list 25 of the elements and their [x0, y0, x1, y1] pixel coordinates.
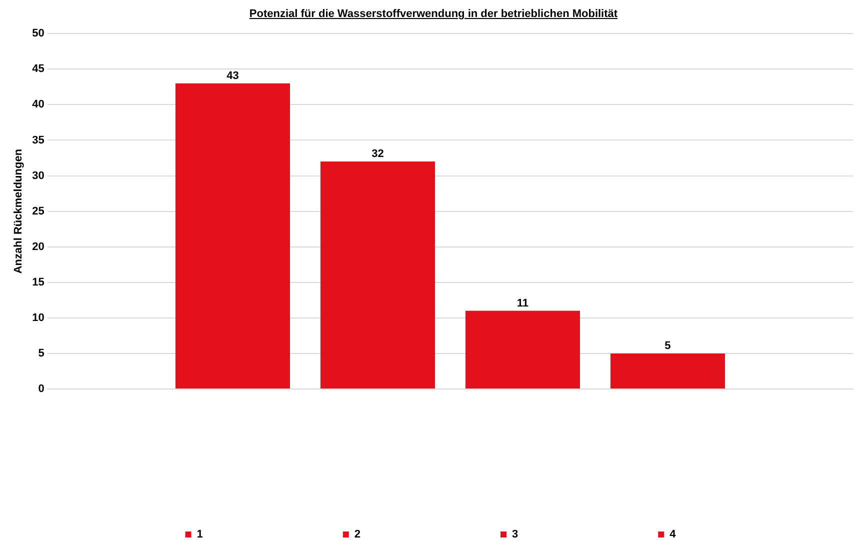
y-tick-label: 50: [32, 28, 44, 40]
bar: [175, 83, 290, 388]
y-tick-label: 10: [32, 312, 44, 324]
y-tick-label: 45: [32, 63, 44, 76]
bar: [610, 353, 725, 388]
chart-title: Potenzial für die Wasserstoffverwendung in der betrieblichen Mobilität: [248, 8, 619, 22]
data-label: 11: [516, 297, 529, 310]
legend-label: 2: [354, 528, 361, 541]
y-tick-label: 30: [32, 170, 44, 182]
y-tick-label: 20: [32, 240, 44, 253]
bar: [465, 310, 580, 388]
y-tick-label: 0: [38, 383, 44, 396]
legend-label: 3: [512, 528, 518, 541]
bar: [320, 162, 435, 388]
y-tick-label: 5: [38, 347, 44, 360]
legend-label: 4: [670, 528, 677, 541]
y-tick-label: 25: [32, 205, 44, 218]
y-axis-title: Anzahl Rückmeldungen: [12, 148, 25, 274]
y-tick-label: 35: [32, 134, 44, 146]
y-tick-label: 15: [32, 276, 44, 288]
data-label: 32: [372, 148, 384, 160]
legend-label: 1: [196, 528, 203, 541]
y-tick-label: 40: [32, 98, 44, 111]
data-label: 5: [664, 340, 671, 352]
data-label: 43: [226, 70, 239, 82]
